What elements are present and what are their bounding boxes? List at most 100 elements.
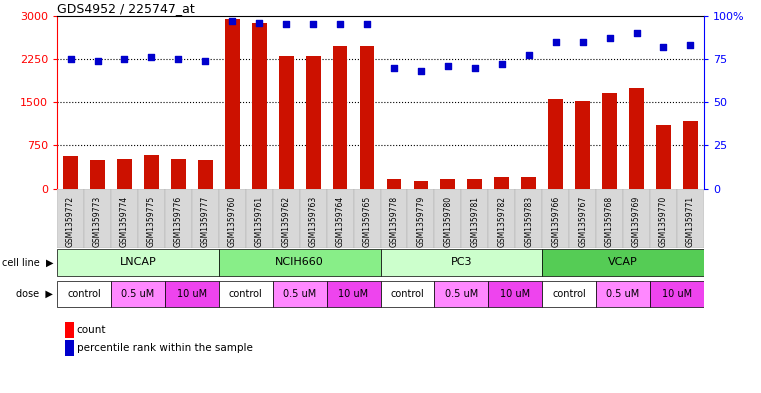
- Bar: [138, 189, 165, 248]
- Text: percentile rank within the sample: percentile rank within the sample: [77, 343, 253, 353]
- Bar: [117, 159, 132, 189]
- Bar: [435, 281, 489, 307]
- Bar: [543, 249, 704, 275]
- Bar: [165, 281, 219, 307]
- Bar: [272, 281, 326, 307]
- Text: NCIH660: NCIH660: [275, 257, 324, 267]
- Bar: [650, 281, 704, 307]
- Point: [145, 54, 158, 61]
- Bar: [279, 56, 294, 189]
- Text: count: count: [77, 325, 107, 335]
- Bar: [543, 189, 569, 248]
- Bar: [521, 176, 537, 189]
- Bar: [84, 189, 111, 248]
- Text: GSM1359762: GSM1359762: [282, 196, 291, 247]
- Bar: [272, 189, 300, 248]
- Bar: [623, 189, 650, 248]
- Point: [684, 42, 696, 48]
- Bar: [246, 189, 272, 248]
- Text: GSM1359781: GSM1359781: [470, 196, 479, 247]
- Bar: [219, 249, 380, 275]
- Text: GSM1359774: GSM1359774: [120, 196, 129, 247]
- Text: PC3: PC3: [451, 257, 472, 267]
- Text: 0.5 uM: 0.5 uM: [444, 289, 478, 299]
- Text: GSM1359775: GSM1359775: [147, 196, 156, 247]
- Text: GSM1359760: GSM1359760: [228, 196, 237, 247]
- Bar: [495, 177, 509, 189]
- Text: GSM1359770: GSM1359770: [659, 196, 668, 247]
- Bar: [144, 154, 159, 189]
- Point: [415, 68, 427, 74]
- Text: control: control: [552, 289, 586, 299]
- Bar: [57, 281, 111, 307]
- Text: VCAP: VCAP: [608, 257, 638, 267]
- Bar: [575, 101, 590, 189]
- Text: 10 uM: 10 uM: [339, 289, 368, 299]
- Bar: [543, 281, 596, 307]
- Text: GSM1359779: GSM1359779: [416, 196, 425, 247]
- Bar: [380, 281, 435, 307]
- Bar: [683, 121, 698, 189]
- Bar: [489, 189, 515, 248]
- Text: GSM1359772: GSM1359772: [66, 196, 75, 247]
- Point: [495, 61, 508, 67]
- Point: [334, 21, 346, 28]
- Text: LNCAP: LNCAP: [119, 257, 156, 267]
- Bar: [219, 281, 272, 307]
- Bar: [252, 23, 266, 189]
- Bar: [515, 189, 543, 248]
- Bar: [326, 189, 354, 248]
- Bar: [380, 249, 542, 275]
- Bar: [413, 181, 428, 189]
- Text: GSM1359766: GSM1359766: [551, 196, 560, 247]
- Point: [442, 63, 454, 69]
- Text: GDS4952 / 225747_at: GDS4952 / 225747_at: [57, 2, 195, 15]
- Point: [388, 64, 400, 71]
- Bar: [467, 179, 482, 189]
- Text: GSM1359771: GSM1359771: [686, 196, 695, 247]
- Point: [523, 52, 535, 59]
- Bar: [596, 281, 650, 307]
- Text: dose  ▶: dose ▶: [17, 289, 53, 299]
- Bar: [111, 189, 138, 248]
- Text: 0.5 uM: 0.5 uM: [607, 289, 640, 299]
- Text: GSM1359769: GSM1359769: [632, 196, 641, 247]
- Text: GSM1359780: GSM1359780: [444, 196, 452, 247]
- Text: control: control: [229, 289, 263, 299]
- Text: GSM1359783: GSM1359783: [524, 196, 533, 247]
- Text: cell line  ▶: cell line ▶: [2, 257, 53, 267]
- Text: GSM1359763: GSM1359763: [309, 196, 317, 247]
- Bar: [435, 189, 461, 248]
- Point: [577, 39, 589, 45]
- Text: GSM1359761: GSM1359761: [255, 196, 264, 247]
- Text: 10 uM: 10 uM: [177, 289, 207, 299]
- Bar: [441, 178, 455, 189]
- Bar: [165, 189, 192, 248]
- Bar: [111, 281, 165, 307]
- Bar: [192, 189, 219, 248]
- Bar: [569, 189, 596, 248]
- Text: GSM1359764: GSM1359764: [336, 196, 345, 247]
- Bar: [224, 18, 240, 189]
- Bar: [461, 189, 489, 248]
- Point: [119, 56, 131, 62]
- Point: [280, 21, 292, 28]
- Text: 10 uM: 10 uM: [662, 289, 692, 299]
- Text: GSM1359777: GSM1359777: [201, 196, 210, 247]
- Bar: [90, 160, 105, 189]
- Text: GSM1359767: GSM1359767: [578, 196, 587, 247]
- Bar: [656, 125, 671, 189]
- Bar: [326, 281, 380, 307]
- Bar: [171, 159, 186, 189]
- Bar: [677, 189, 704, 248]
- Point: [549, 39, 562, 45]
- Text: 10 uM: 10 uM: [500, 289, 530, 299]
- Bar: [57, 189, 84, 248]
- Text: 0.5 uM: 0.5 uM: [121, 289, 154, 299]
- Bar: [650, 189, 677, 248]
- Text: GSM1359765: GSM1359765: [362, 196, 371, 247]
- Bar: [602, 93, 617, 189]
- Point: [603, 35, 616, 41]
- Point: [469, 64, 481, 71]
- Point: [199, 57, 212, 64]
